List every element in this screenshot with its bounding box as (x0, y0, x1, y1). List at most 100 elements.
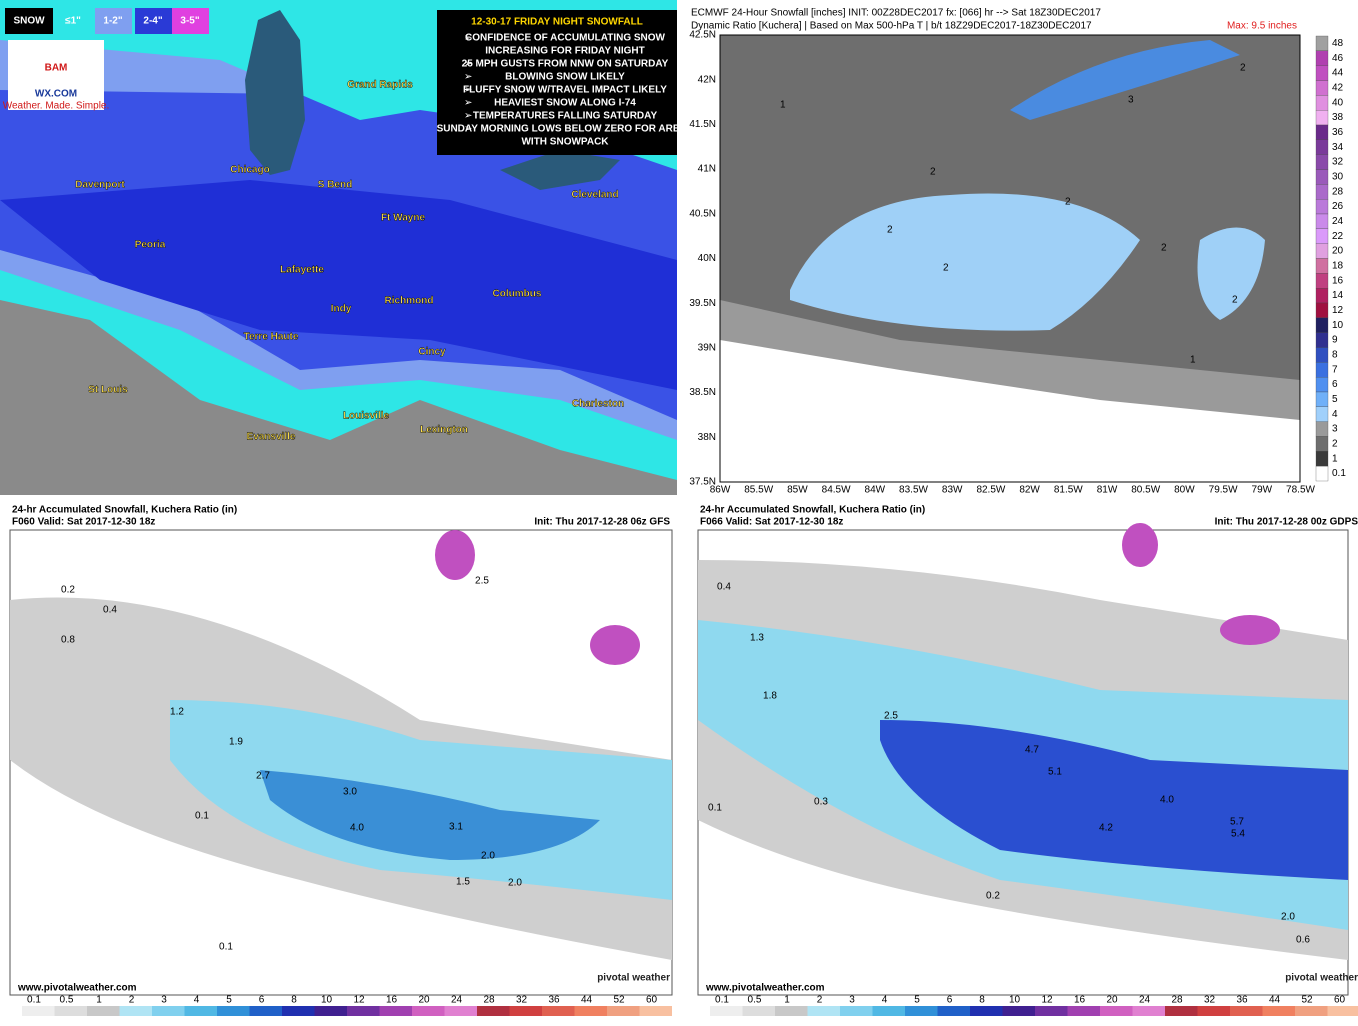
ecmwf-title: ECMWF 24-Hour Snowfall [inches] INIT: 00… (691, 8, 1101, 19)
logo-tagline: Weather. Made. Simple. (3, 101, 110, 112)
colorbar-label: 44 (1269, 995, 1281, 1006)
colorbar-label: 2 (817, 995, 823, 1006)
colorbar-label: 6 (259, 995, 265, 1006)
colorbar-label: 52 (1301, 995, 1313, 1006)
colorbar-cell (379, 1006, 412, 1016)
colorbar-cell (710, 1006, 743, 1016)
colorbar-label: 60 (1334, 995, 1346, 1006)
map-value: 2.7 (256, 771, 270, 782)
map-value: 1.3 (750, 633, 764, 644)
colorbar-label: 60 (646, 995, 658, 1006)
colorbar-label: 20 (418, 995, 430, 1006)
map-value: 1.5 (456, 877, 470, 888)
legend-swatch (135, 8, 172, 34)
colorbar-label: 3 (849, 995, 855, 1006)
map-value: 0.3 (814, 797, 828, 808)
colorbar-cell (1315, 436, 1329, 452)
city-label: Peoria (135, 240, 166, 251)
map-value: 3.0 (343, 787, 357, 798)
map-value: 3.1 (449, 822, 463, 833)
colorbar-cell (1067, 1006, 1100, 1016)
colorbar-cell (1315, 347, 1329, 363)
colorbar-cell (937, 1006, 970, 1016)
colorbar-cell (509, 1006, 542, 1016)
lake-michigan (245, 10, 305, 175)
map-value: 0.2 (61, 585, 75, 596)
city-label: Cincy (418, 347, 446, 358)
band-dark (880, 720, 1348, 880)
colorbar-label: 4 (882, 995, 888, 1006)
colorbar-cell (1295, 1006, 1328, 1016)
bullet: ➢ (464, 33, 472, 44)
colorbar-cell (742, 1006, 775, 1016)
lon-label: 82.5W (976, 485, 1005, 496)
colorbar-label: 0.5 (748, 995, 762, 1006)
bullet: ➢ (464, 98, 472, 109)
colorbar-label: 20 (1332, 246, 1344, 257)
colorbar-label: 24 (1332, 216, 1344, 227)
lon-label: 84W (865, 485, 886, 496)
lon-label: 85W (787, 485, 808, 496)
map-value: 2.5 (475, 576, 489, 587)
lon-label: 85.5W (744, 485, 773, 496)
colorbar-cell (1132, 1006, 1165, 1016)
colorbar-cell (1315, 124, 1329, 140)
colorbar-label: 24 (1139, 995, 1151, 1006)
colorbar-label: 0.1 (27, 995, 41, 1006)
colorbar-cell (1315, 199, 1329, 215)
colorbar-cell (1315, 80, 1329, 96)
colorbar-label: 5 (1332, 394, 1338, 405)
colorbar-label: 1 (96, 995, 102, 1006)
colorbar-cell (282, 1006, 315, 1016)
map-value: 0.6 (1296, 935, 1310, 946)
city-label: Terre Haute (244, 332, 299, 343)
colorbar-cell (1327, 1006, 1358, 1016)
colorbar-label: 0.1 (715, 995, 729, 1006)
colorbar-cell (905, 1006, 938, 1016)
map-value: 2 (887, 225, 893, 236)
legend-swatch (5, 8, 53, 34)
legend-swatch (55, 8, 92, 34)
colorbar-cell (1315, 139, 1329, 155)
lat-label: 39N (698, 343, 716, 354)
panel-valid: F066 Valid: Sat 2017-12-30 18z (700, 517, 843, 528)
map-value: 2 (1065, 197, 1071, 208)
info-line: HEAVIEST SNOW ALONG I-74 (494, 98, 636, 109)
colorbar-label: 16 (386, 995, 398, 1006)
colorbar-cell (1100, 1006, 1133, 1016)
info-line: CONFIDENCE OF ACCUMULATING SNOW (465, 33, 666, 44)
map-value: 2.0 (481, 851, 495, 862)
city-label: Chicago (230, 165, 269, 176)
map-value: 0.2 (986, 891, 1000, 902)
colorbar-label: 24 (451, 995, 463, 1006)
city-label: Ft Wayne (381, 213, 426, 224)
colorbar-cell (1315, 317, 1329, 333)
lat-label: 42N (698, 74, 716, 85)
city-label: Lexington (420, 425, 468, 436)
colorbar-cell (639, 1006, 672, 1016)
info-title: 12-30-17 FRIDAY NIGHT SNOWFALL (471, 17, 643, 28)
colorbar-label: 9 (1332, 335, 1338, 346)
lon-label: 81W (1097, 485, 1118, 496)
colorbar-cell (1315, 258, 1329, 274)
panel-init: Init: Thu 2017-12-28 00z GDPS (1215, 517, 1358, 528)
lat-label: 41.5N (689, 119, 716, 130)
map-value: 4.0 (1160, 795, 1174, 806)
colorbar-cell (1315, 228, 1329, 244)
legend-label: 2-4" (143, 16, 162, 27)
colorbar-label: 12 (1332, 305, 1344, 316)
colorbar-label: 10 (1332, 320, 1344, 331)
colorbar-label: 18 (1332, 261, 1344, 272)
lat-label: 40.5N (689, 208, 716, 219)
colorbar-cell (249, 1006, 282, 1016)
lake-erie (500, 150, 620, 190)
bullet: ➢ (464, 59, 472, 70)
lat-label: 39.5N (689, 298, 716, 309)
colorbar-cell (1002, 1006, 1035, 1016)
colorbar-cell (314, 1006, 347, 1016)
city-label: S Bend (318, 180, 352, 191)
colorbar-cell (1315, 169, 1329, 185)
colorbar-cell (1035, 1006, 1068, 1016)
colorbar-label: 10 (1009, 995, 1021, 1006)
